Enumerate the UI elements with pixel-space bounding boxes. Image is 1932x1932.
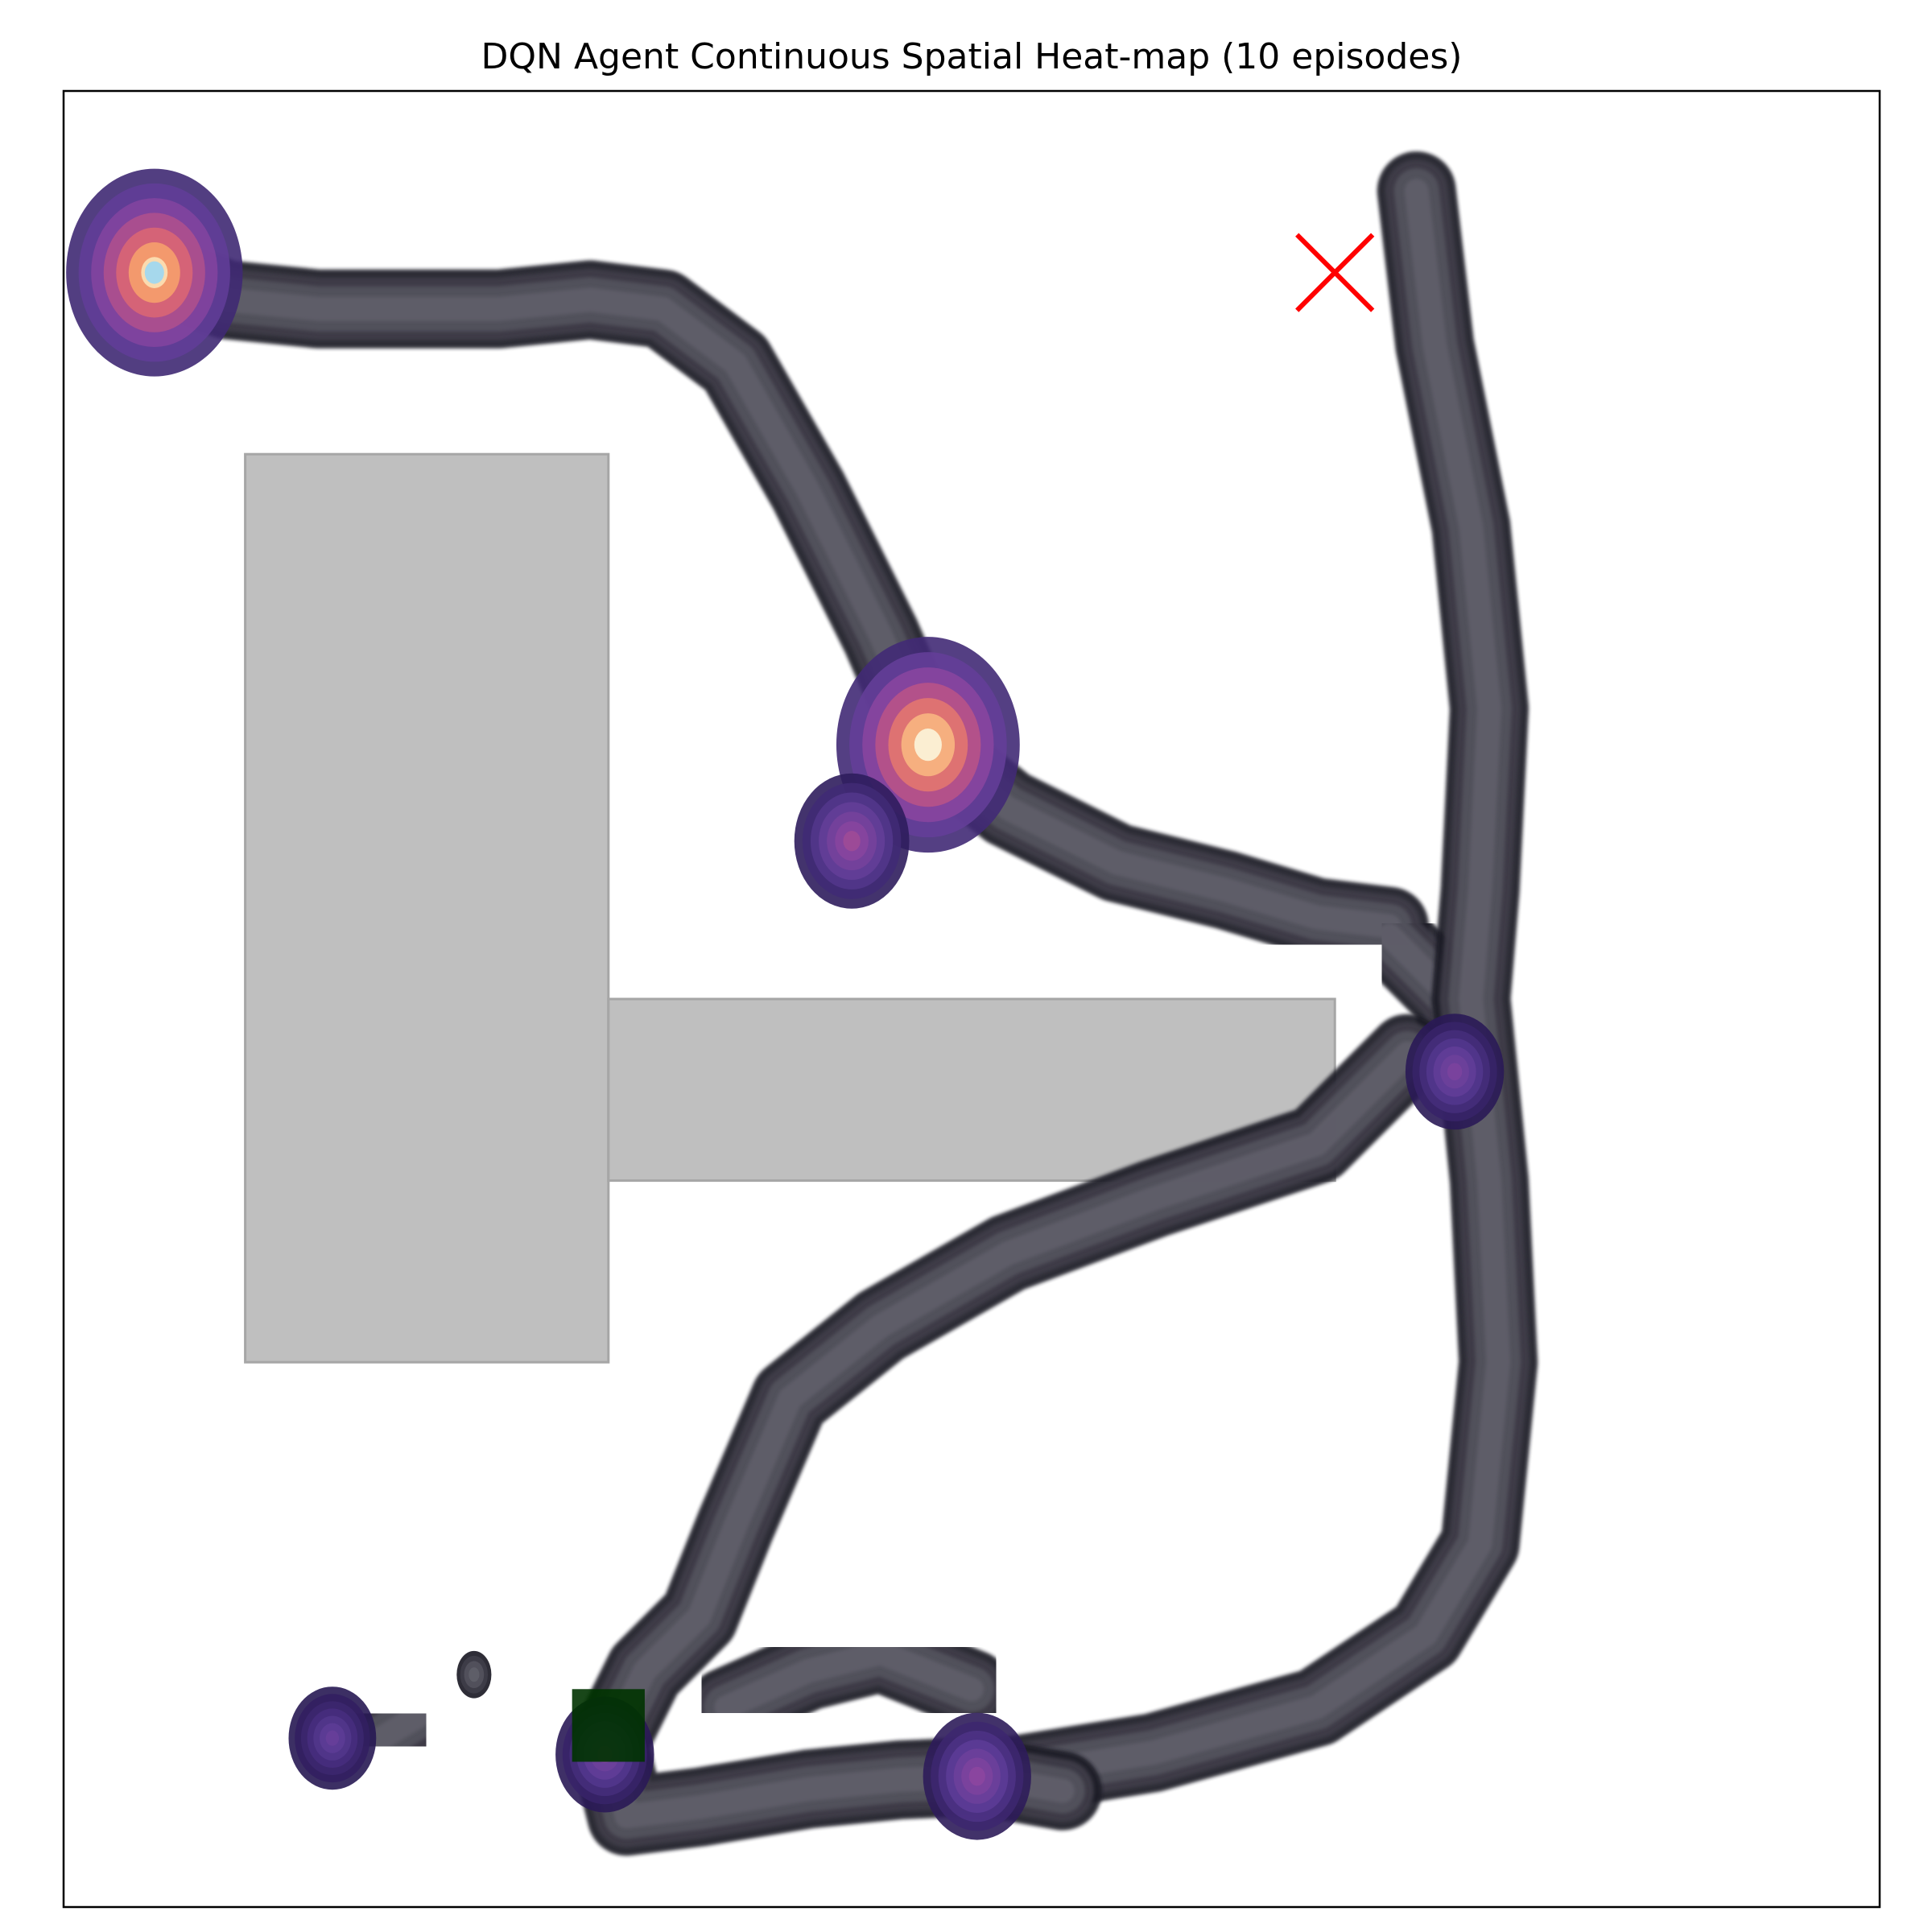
heat-layer — [66, 151, 1538, 1856]
chart-title: DQN Agent Continuous Spatial Heat-map (1… — [481, 36, 1463, 77]
trajectory-band-3-3 — [996, 179, 1511, 1789]
failure-marker-stroke-b — [1295, 233, 1375, 312]
goal-layer — [572, 1689, 645, 1762]
density-peak-6-ring-6 — [325, 1730, 340, 1746]
density-peak-2-ring-6 — [843, 831, 861, 852]
density-peak-1-ring-6 — [914, 729, 942, 762]
density-peak-5-ring-6 — [1447, 1063, 1463, 1081]
plot-frame — [62, 89, 1881, 1909]
goal-square — [572, 1689, 645, 1762]
trajectory-band-4-3 — [596, 1041, 1420, 1829]
trajectory-band-7-3 — [469, 1667, 480, 1682]
obstacle-left-block — [244, 452, 610, 1364]
marker-layer — [1295, 233, 1375, 312]
start-peak-core — [144, 261, 164, 284]
density-peak-3-ring-6 — [968, 1766, 985, 1786]
trajectory-band-5-3 — [714, 1641, 984, 1719]
trajectory-band-0-3 — [142, 260, 940, 758]
